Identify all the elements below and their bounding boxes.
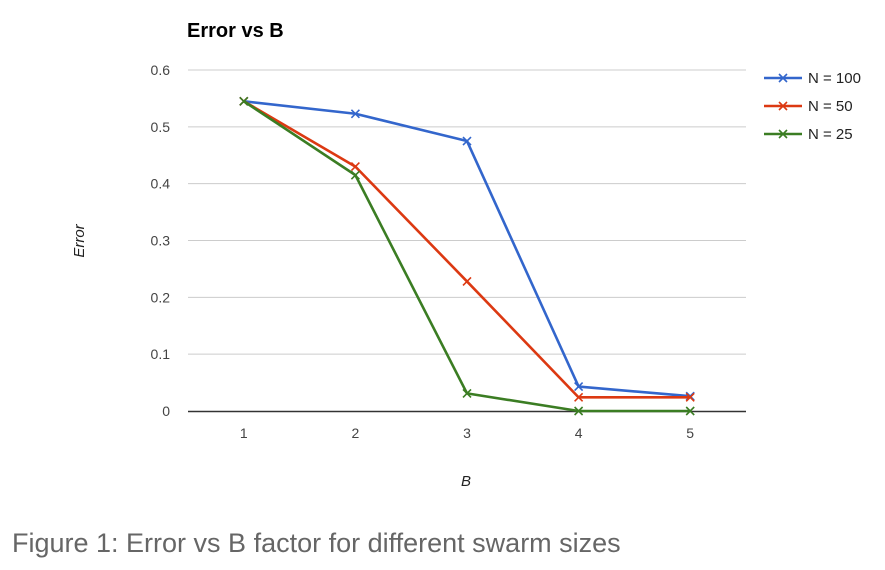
line-chart: Error vs B 0 0.1 0.2 0.3 0.4 0.5 0.6 1 2 3 4 5 Err… [71,20,861,490]
series-line [243,100,691,413]
y-tick-label: 0.3 [151,233,171,249]
data-point-marker [574,392,584,402]
gridlines [188,69,746,355]
data-point-marker [462,388,472,398]
x-axis-ticks: 1 2 3 4 5 [240,425,694,441]
x-tick-label: 5 [686,425,694,441]
x-tick-label: 2 [352,425,360,441]
legend: N = 100 N = 50 N = 25 [764,70,861,143]
legend-label: N = 50 [808,98,853,115]
data-point-marker [239,96,249,106]
x-tick-label: 1 [240,425,248,441]
y-axis-ticks: 0 0.1 0.2 0.3 0.4 0.5 0.6 [151,62,171,419]
y-tick-label: 0.4 [151,176,171,192]
legend-label: N = 25 [808,126,853,143]
y-tick-label: 0 [162,403,170,419]
y-tick-label: 0.5 [151,119,171,135]
y-tick-label: 0.2 [151,289,171,305]
x-tick-label: 4 [575,425,583,441]
y-tick-label: 0.1 [151,346,171,362]
data-point-marker [462,136,472,146]
data-point-marker [350,109,360,119]
legend-item: N = 100 [764,70,861,87]
series-3 [239,96,695,416]
data-point-marker [685,406,695,416]
data-point-marker [574,381,584,392]
data-point-marker [574,406,584,416]
legend-marker [778,129,788,139]
data-point-marker [462,276,472,286]
legend-item: N = 25 [764,126,853,143]
data-point-marker [350,170,360,180]
legend-item: N = 50 [764,98,853,115]
series-lines [239,96,695,416]
y-tick-label: 0.6 [151,62,171,78]
legend-marker [778,73,788,83]
legend-label: N = 100 [808,70,861,87]
data-point-marker [685,392,695,402]
x-axis-label: B [461,473,471,490]
x-tick-label: 3 [463,425,471,441]
legend-marker [778,101,788,111]
figure-caption: Figure 1: Error vs B factor for differen… [12,528,621,558]
data-point-marker [350,162,360,172]
y-axis-label: Error [71,223,88,257]
chart-title: Error vs B [187,20,284,42]
